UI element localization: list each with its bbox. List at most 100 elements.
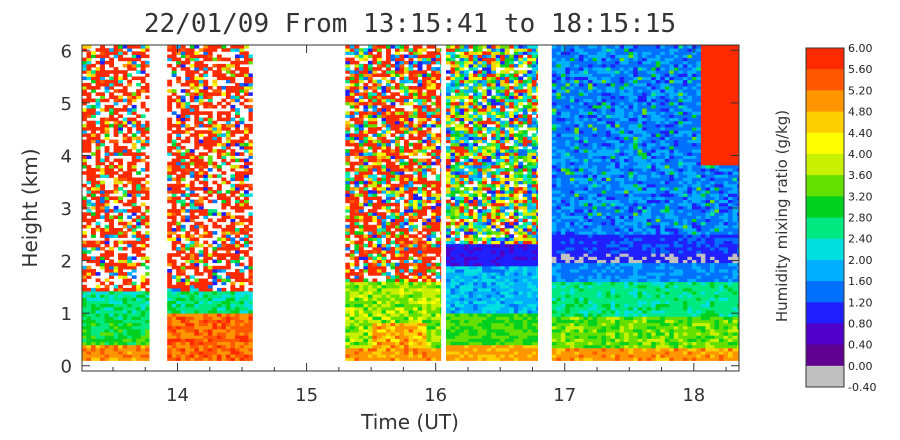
heatmap-cell: [216, 89, 222, 93]
heatmap-cell: [82, 265, 87, 270]
heatmap-cell: [354, 73, 360, 77]
heatmap-cell: [417, 325, 423, 330]
heatmap-cell: [345, 332, 351, 336]
heatmap-cell: [413, 209, 418, 213]
heatmap-cell: [189, 246, 195, 251]
heatmap-cell: [109, 347, 114, 352]
heatmap-cell: [216, 313, 222, 317]
heatmap-cell: [440, 209, 442, 213]
heatmap-cell: [450, 127, 456, 131]
heatmap-cell: [239, 73, 245, 77]
heatmap-cell: [455, 164, 460, 169]
heatmap-cell: [95, 146, 101, 150]
heatmap-cell: [189, 161, 195, 166]
heatmap-cell: [395, 351, 400, 355]
heatmap-cell: [86, 275, 92, 279]
heatmap-cell: [136, 354, 142, 358]
heatmap-cell: [230, 281, 236, 286]
heatmap-cell: [363, 89, 369, 93]
heatmap-cell: [446, 237, 451, 241]
heatmap-cell: [376, 196, 382, 200]
heatmap-cell: [376, 231, 382, 235]
heatmap-cell: [235, 130, 240, 134]
heatmap-cell: [225, 92, 231, 96]
heatmap-cell: [404, 306, 409, 311]
heatmap-cell: [95, 322, 101, 327]
heatmap-cell: [386, 316, 391, 320]
heatmap-cell: [408, 205, 414, 210]
heatmap-cell: [140, 142, 146, 147]
heatmap-cell: [431, 322, 437, 327]
heatmap-cell: [104, 325, 110, 330]
heatmap-cell: [395, 338, 400, 342]
heatmap-cell: [386, 187, 391, 191]
heatmap-cell: [417, 120, 423, 125]
heatmap-cell: [86, 259, 92, 264]
heatmap-cell: [446, 164, 451, 169]
heatmap-cell: [171, 357, 177, 361]
heatmap-cell: [349, 284, 355, 289]
heatmap-cell: [395, 328, 400, 333]
heatmap-cell: [145, 313, 150, 317]
heatmap-cell: [118, 228, 123, 232]
heatmap-cell: [230, 104, 236, 109]
heatmap-cell: [127, 136, 133, 141]
heatmap-cell: [413, 51, 418, 55]
heatmap-cell: [225, 152, 231, 156]
heatmap-cell: [244, 98, 249, 103]
heatmap-cell: [464, 171, 469, 175]
heatmap-cell: [399, 187, 405, 191]
heatmap-cell: [372, 127, 378, 131]
heatmap-cell: [367, 155, 373, 159]
heatmap-cell: [248, 142, 253, 147]
heatmap-cell: [203, 183, 209, 188]
heatmap-cell: [349, 215, 355, 219]
heatmap-cell: [372, 48, 378, 52]
heatmap-cell: [230, 149, 236, 153]
heatmap-cell: [399, 101, 405, 106]
heatmap-cell: [435, 310, 441, 314]
heatmap-cell: [413, 98, 418, 103]
heatmap-cell: [473, 202, 478, 207]
heatmap-cell: [450, 76, 456, 81]
heatmap-cell: [450, 205, 456, 210]
heatmap-cell: [225, 250, 231, 254]
heatmap-cell: [216, 322, 222, 327]
heatmap-cell: [212, 161, 218, 166]
heatmap-cell: [100, 51, 105, 55]
heatmap-cell: [171, 67, 177, 71]
heatmap-cell: [431, 303, 437, 308]
heatmap-cell: [82, 310, 87, 314]
heatmap-cell: [417, 313, 423, 317]
heatmap-cell: [381, 139, 387, 144]
heatmap-cell: [225, 234, 231, 238]
heatmap-cell: [372, 322, 378, 327]
heatmap-cell: [381, 303, 387, 308]
heatmap-cell: [189, 92, 195, 96]
heatmap-cell: [127, 354, 133, 358]
heatmap-cell: [417, 127, 423, 131]
heatmap-cell: [468, 310, 474, 314]
heatmap-cell: [381, 98, 387, 103]
heatmap-cell: [127, 332, 133, 336]
heatmap-cell: [104, 341, 110, 346]
heatmap-cell: [212, 281, 218, 286]
heatmap-cell: [189, 104, 195, 109]
heatmap-cell: [136, 322, 142, 327]
heatmap-cell: [440, 117, 442, 122]
heatmap-cell: [450, 51, 456, 55]
heatmap-cell: [136, 136, 142, 141]
heatmap-cell: [221, 149, 227, 153]
heatmap-cell: [207, 92, 213, 96]
heatmap-cell: [136, 351, 142, 355]
heatmap-cell: [440, 224, 442, 229]
heatmap-cell: [464, 48, 469, 52]
heatmap-cell: [459, 168, 465, 172]
heatmap-cell: [244, 146, 249, 150]
heatmap-cell: [91, 190, 96, 194]
heatmap-cell: [399, 297, 405, 301]
heatmap-cell: [345, 344, 351, 349]
heatmap-cell: [91, 357, 96, 361]
heatmap-cell: [185, 300, 191, 305]
heatmap-cell: [395, 117, 400, 122]
